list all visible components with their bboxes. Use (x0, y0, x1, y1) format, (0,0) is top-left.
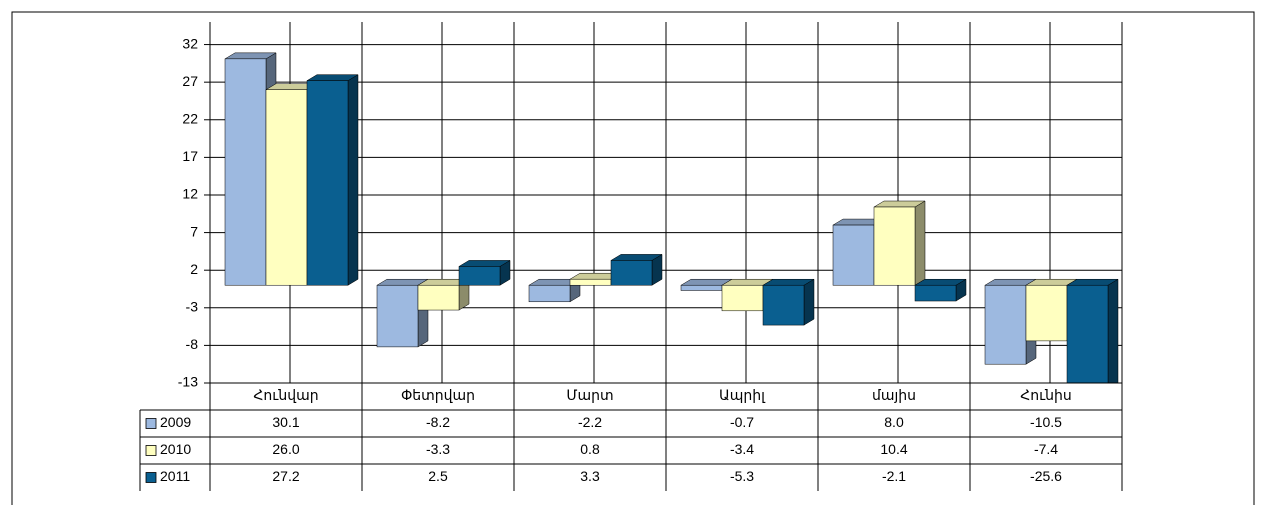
x-tick-label: Հունվար (253, 387, 318, 403)
legend-key (145, 445, 157, 456)
data-label: -5.3 (730, 468, 754, 484)
bar-face (721, 284, 764, 312)
data-label: -2.1 (882, 468, 906, 484)
bar-face (1066, 284, 1109, 383)
bar (1066, 278, 1119, 383)
bar-face (873, 206, 916, 286)
bar-face (569, 278, 612, 286)
bar-face (762, 284, 805, 326)
y-tick-label: 27 (182, 73, 198, 89)
x-tick-label: Մարտ (566, 387, 613, 403)
legend-key (145, 418, 157, 429)
legend-label: 2011 (160, 468, 190, 484)
x-tick-label: Ապրիլ (719, 387, 766, 403)
data-label: 10.4 (880, 441, 907, 457)
bar-face (417, 284, 460, 311)
data-label: -2.2 (578, 414, 602, 430)
data-label: -3.3 (426, 441, 450, 457)
bar (762, 278, 815, 326)
data-label: 27.2 (272, 468, 299, 484)
y-tick-label: 2 (190, 261, 198, 277)
bar-side (347, 74, 359, 286)
bar (417, 278, 470, 311)
y-tick-label: 7 (190, 223, 198, 239)
bar-face (376, 284, 419, 348)
x-tick-label: Հունիս (1020, 387, 1072, 403)
bar-face (984, 284, 1027, 365)
data-label: -7.4 (1034, 441, 1058, 457)
x-tick-label: մայիս (872, 387, 916, 403)
bar-face (610, 260, 653, 286)
y-tick-label: 22 (182, 110, 198, 126)
legend-key (145, 472, 157, 483)
data-label: -10.5 (1030, 414, 1062, 430)
bar-side (803, 278, 815, 326)
bar-face (528, 284, 571, 303)
y-tick-label: 17 (182, 148, 198, 164)
bar (873, 200, 926, 286)
legend-label: 2010 (160, 441, 191, 457)
data-label: 3.3 (580, 468, 600, 484)
y-tick-label: 12 (182, 186, 198, 202)
bar-face (224, 58, 267, 286)
y-tick-label: -13 (178, 374, 198, 390)
bar-face (1025, 284, 1068, 342)
y-tick-label: -3 (186, 298, 199, 314)
data-label: 30.1 (272, 414, 299, 430)
bar-face (914, 284, 957, 302)
bar (306, 74, 359, 286)
y-tick-label: 32 (182, 35, 198, 51)
data-label: -3.4 (730, 441, 754, 457)
bar (610, 253, 663, 286)
bar-face (680, 284, 723, 291)
bar-face (832, 224, 875, 286)
bar-face (265, 89, 308, 286)
bar (914, 278, 967, 302)
legend-label: 2009 (160, 414, 191, 430)
data-label: 0.8 (580, 441, 600, 457)
data-label: -0.7 (730, 414, 754, 430)
data-label: -8.2 (426, 414, 450, 430)
y-tick-label: -8 (186, 336, 199, 352)
data-label: -25.6 (1030, 468, 1062, 484)
bar-side (914, 200, 926, 286)
x-tick-label: Փետրվար (401, 387, 475, 403)
bar-face (306, 80, 349, 286)
bar-face (458, 266, 501, 286)
bar (458, 259, 511, 286)
data-label: 2.5 (428, 468, 448, 484)
data-label: 26.0 (272, 441, 299, 457)
data-label: 8.0 (884, 414, 904, 430)
